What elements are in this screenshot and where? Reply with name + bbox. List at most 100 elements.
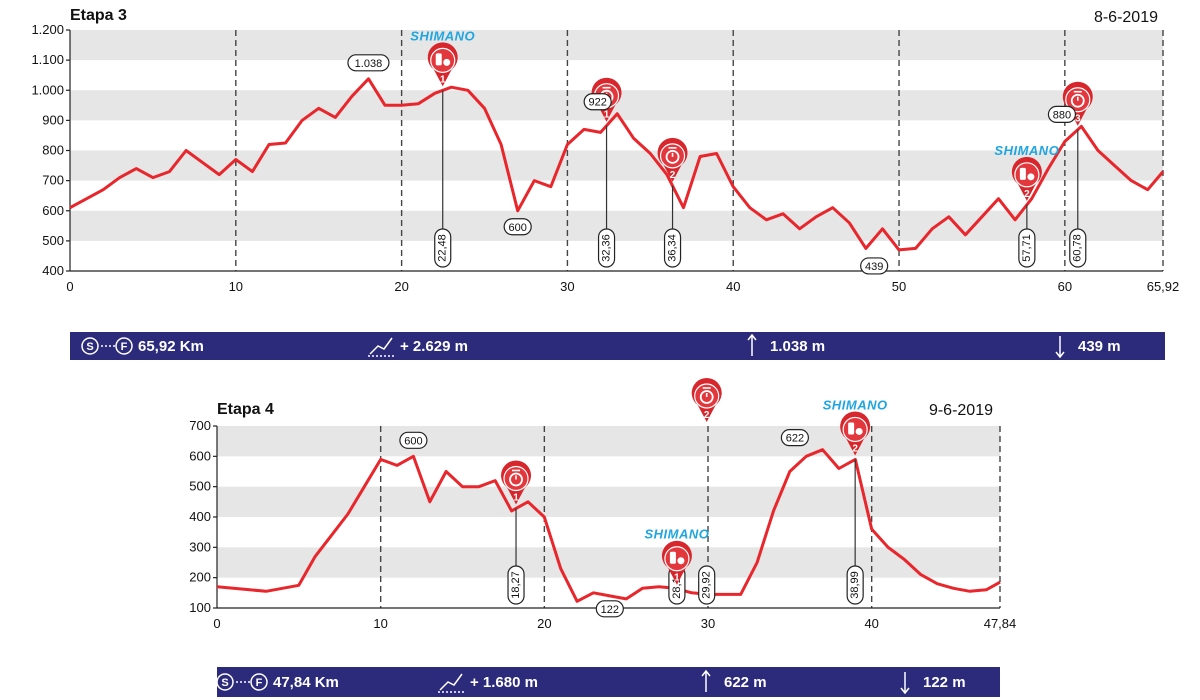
shimano-logo: SHIMANO xyxy=(410,28,475,43)
x-tick-label: 60 xyxy=(1058,279,1072,294)
km-label-box xyxy=(846,565,864,605)
grid-band xyxy=(217,486,1000,517)
pin-number: 2 xyxy=(1024,189,1030,200)
km-label: 36,34 xyxy=(666,234,678,262)
y-tick-label: 100 xyxy=(189,600,211,615)
peak-label: 1.038 xyxy=(355,58,383,70)
grid-band xyxy=(217,426,1000,457)
y-tick-label: 900 xyxy=(42,112,64,127)
peak-label: 922 xyxy=(588,97,606,109)
x-tick-label: 20 xyxy=(394,279,408,294)
food-glyph xyxy=(1027,173,1035,181)
pin-number: 1 xyxy=(604,110,610,121)
pin-number: 1 xyxy=(513,492,519,503)
km-label: 29,92 xyxy=(701,571,713,599)
x-tick-label: 20 xyxy=(537,616,551,631)
stopwatch-pin-icon: 1 xyxy=(501,460,532,505)
x-tick-label: 47,84 xyxy=(984,616,1017,631)
x-tick-label: 30 xyxy=(701,616,715,631)
y-tick-label: 500 xyxy=(42,233,64,248)
km-label-box xyxy=(434,228,452,268)
food-glyph xyxy=(443,58,451,66)
y-tick-label: 300 xyxy=(189,539,211,554)
stopwatch-pin-icon: 3 xyxy=(1062,81,1093,126)
summary-min: 439 m xyxy=(1078,338,1121,355)
stopwatch-pin-icon: 2 xyxy=(657,137,688,182)
km-label: 60,78 xyxy=(1072,234,1084,262)
summary-max: 622 m xyxy=(724,674,767,691)
km-label-box xyxy=(663,228,682,268)
summary-gain: + 2.629 m xyxy=(400,338,468,355)
svg-text:F: F xyxy=(121,341,128,353)
stopwatch-pin-icon: 2 xyxy=(691,378,722,422)
stopwatch-glyph xyxy=(1070,93,1085,108)
svg-text:F: F xyxy=(256,677,263,689)
feed-zone-pin-icon: 2 xyxy=(840,411,871,456)
pin-number: 3 xyxy=(1075,114,1081,125)
peak-label-box xyxy=(399,431,428,449)
x-tick-label: 40 xyxy=(864,616,878,631)
arrow-up-icon xyxy=(747,333,757,356)
grid-band xyxy=(217,547,1000,578)
svg-text:S: S xyxy=(221,677,228,689)
y-tick-label: 800 xyxy=(42,143,64,158)
summary-gain: + 1.680 m xyxy=(470,674,538,691)
pin-number: 2 xyxy=(704,410,710,421)
elevation-profile-line xyxy=(216,448,1001,603)
peak-label: 122 xyxy=(601,604,619,616)
y-tick-label: 1.000 xyxy=(31,82,64,97)
km-label-box xyxy=(597,228,616,268)
pin-number: 1 xyxy=(674,573,680,584)
y-tick-label: 1.200 xyxy=(31,22,64,37)
pin-number: 1 xyxy=(440,74,446,85)
pin-inner xyxy=(430,47,456,73)
x-tick-label: 30 xyxy=(560,279,574,294)
pin-inner xyxy=(1014,162,1040,188)
pin-number: 2 xyxy=(852,443,858,454)
summary-bar-bg xyxy=(217,667,1000,697)
km-label-box xyxy=(507,565,525,605)
x-tick-label: 10 xyxy=(373,616,387,631)
bottle-glyph xyxy=(669,551,676,564)
climb-icon xyxy=(368,337,396,357)
km-label-box xyxy=(1069,228,1087,268)
chart-title: Etapa 3 xyxy=(70,7,127,24)
peak-label-box xyxy=(583,93,612,111)
y-tick-label: 600 xyxy=(189,448,211,463)
km-label-box xyxy=(1018,228,1036,268)
km-label: 57,71 xyxy=(1021,234,1033,262)
pin-inner xyxy=(842,416,868,443)
y-tick-label: 600 xyxy=(42,203,64,218)
peak-label: 880 xyxy=(1053,109,1071,121)
y-tick-label: 1.100 xyxy=(31,52,64,67)
food-glyph xyxy=(677,557,685,565)
peak-label: 600 xyxy=(508,222,526,234)
y-tick-label: 700 xyxy=(42,173,64,188)
bottle-glyph xyxy=(1019,167,1026,180)
svg-text:S: S xyxy=(86,341,93,353)
feed-zone-pin-icon: 1 xyxy=(661,540,692,585)
y-tick-label: 500 xyxy=(189,479,211,494)
arrow-up-icon xyxy=(701,669,711,692)
bottle-glyph xyxy=(848,422,855,435)
y-tick-label: 200 xyxy=(189,570,211,585)
food-glyph xyxy=(855,427,863,435)
peak-label-box xyxy=(347,54,390,72)
elevation-profile-line xyxy=(69,77,1165,252)
x-tick-label: 40 xyxy=(726,279,740,294)
peak-label-box xyxy=(595,600,624,618)
chart-2: 100 200 300 400 500 600 700 0 10 20 30 40 47,84 Etapa… xyxy=(189,378,1016,631)
shimano-logo: SHIMANO xyxy=(823,397,888,412)
grid-band xyxy=(70,30,1163,61)
shimano-logo: SHIMANO xyxy=(644,527,709,542)
y-tick-label: 400 xyxy=(189,509,211,524)
peak-label: 622 xyxy=(786,433,804,445)
grid-band xyxy=(70,210,1163,241)
summary-distance: 65,92 Km xyxy=(138,338,204,355)
km-label: 32,36 xyxy=(600,234,612,262)
x-tick-label: 10 xyxy=(229,279,243,294)
